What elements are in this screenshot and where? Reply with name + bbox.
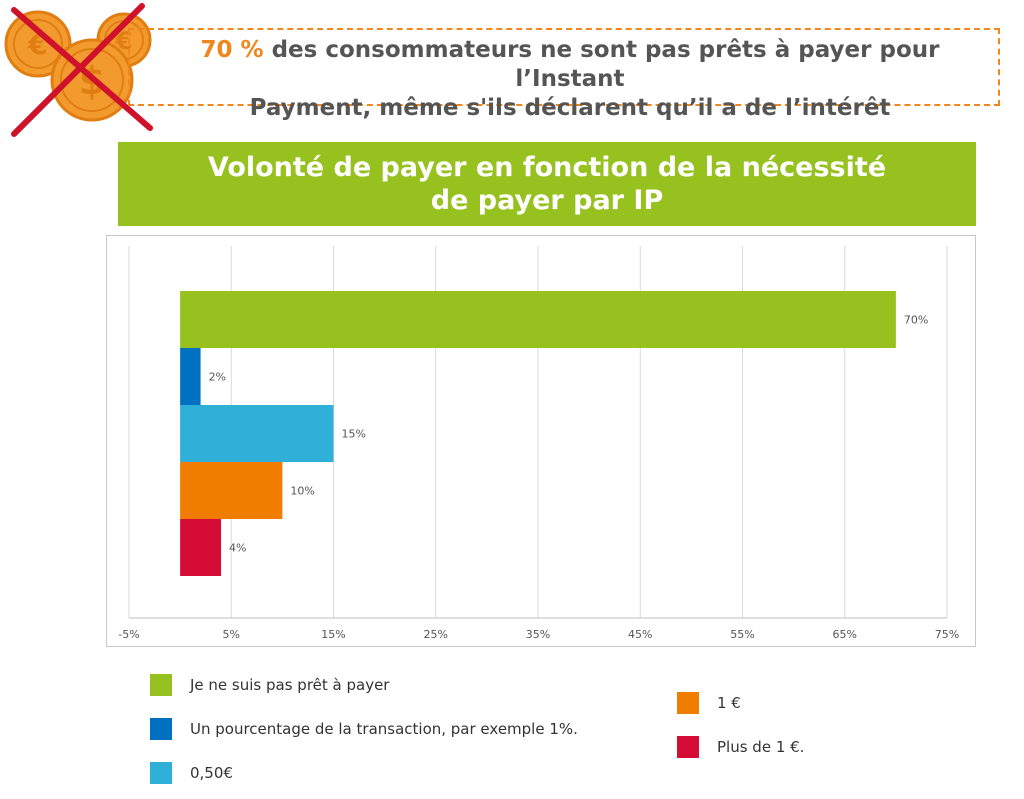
x-tick-label: 65% — [833, 628, 857, 641]
bar-data-label: 10% — [290, 485, 314, 498]
callout-highlight: 70 % — [200, 37, 264, 63]
callout-line1: des consommateurs ne sont pas prêts à pa… — [263, 37, 940, 92]
x-tick-label: 45% — [628, 628, 652, 641]
bar — [180, 405, 334, 462]
legend-item: Plus de 1 €. — [677, 736, 804, 758]
x-tick-label: 35% — [526, 628, 550, 641]
bar-chart: -5% 5% 15% 25% 35% 45% 55% 65% 75% 70% 2% 15% 10% 4% — [118, 246, 959, 641]
bar-data-label: 15% — [342, 428, 366, 441]
legend-swatch — [677, 736, 699, 758]
x-tick-label: -5% — [118, 628, 139, 641]
legend-swatch — [150, 718, 172, 740]
bar — [180, 348, 201, 405]
callout-line2: Payment, même s'ils déclarent qu’il a de… — [249, 95, 891, 121]
chart-title-line1: Volonté de payer en fonction de la néces… — [207, 152, 887, 183]
callout-box — [128, 28, 1000, 106]
x-tick-label: 75% — [935, 628, 959, 641]
legend-label: 0,50€ — [190, 764, 233, 782]
legend-label: 1 € — [717, 694, 741, 712]
bar — [180, 291, 896, 348]
chart-title: Volonté de payer en fonction de la néces… — [208, 151, 886, 217]
x-tick-label: 5% — [223, 628, 240, 641]
chart-title-line2: de payer par IP — [430, 185, 664, 216]
bar-data-label: 2% — [209, 371, 226, 384]
x-tick-label: 25% — [424, 628, 448, 641]
bar-data-label: 4% — [229, 542, 246, 555]
crossed-coins-icon: € € $ — [4, 3, 153, 137]
legend-label: Plus de 1 €. — [717, 738, 805, 756]
legend-swatch — [150, 674, 172, 696]
svg-text:€: € — [115, 27, 133, 55]
legend-item: 1 € — [677, 692, 741, 714]
x-tick-label: 55% — [730, 628, 754, 641]
legend-swatch — [150, 762, 172, 784]
bar — [180, 462, 283, 519]
legend-swatch — [677, 692, 699, 714]
legend-item: Je ne suis pas prêt à payer — [150, 674, 389, 696]
bar — [180, 519, 222, 576]
legend-item: Un pourcentage de la transaction, par ex… — [150, 718, 578, 740]
bar-data-label: 70% — [904, 314, 928, 327]
callout-text: 70 % des consommateurs ne sont pas prêts… — [150, 36, 990, 123]
x-tick-label: 15% — [321, 628, 345, 641]
chart-frame: -5% 5% 15% 25% 35% 45% 55% 65% 75% 70% 2% 15% 10% 4% — [106, 235, 976, 647]
legend-label: Un pourcentage de la transaction, par ex… — [190, 720, 578, 738]
legend-label: Je ne suis pas prêt à payer — [190, 676, 390, 694]
legend-item: 0,50€ — [150, 762, 233, 784]
chart-title-banner: Volonté de payer en fonction de la néces… — [118, 142, 976, 226]
